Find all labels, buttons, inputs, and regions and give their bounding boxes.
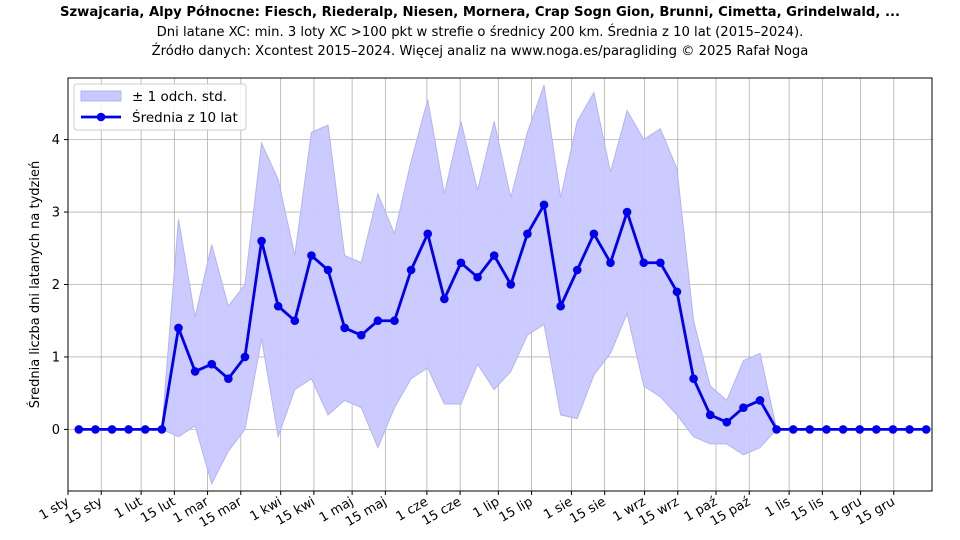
y-tick-label-0: 0: [52, 423, 60, 438]
y-tick-label-3: 3: [52, 206, 60, 221]
y-tick-label-2: 2: [52, 278, 60, 293]
x-tick-label-3: 15 lut: [138, 494, 178, 526]
x-tick-label-20: 1 lis: [763, 494, 794, 520]
legend-band-label: ± 1 odch. std.: [132, 89, 227, 105]
mean-point: [506, 280, 516, 289]
x-tick-label-13: 15 lip: [497, 494, 536, 525]
chart-source: Źródło danych: Xcontest 2015–2024. Więce…: [151, 44, 809, 59]
mean-point: [755, 396, 765, 405]
mean-point: [656, 258, 665, 268]
mean-point: [174, 323, 183, 333]
mean-point: [107, 425, 117, 434]
mean-point: [224, 374, 233, 383]
mean-series: [74, 200, 931, 434]
mean-point: [307, 251, 316, 260]
mean-point: [489, 251, 499, 260]
mean-point: [905, 425, 914, 434]
x-tick-label-1: 15 sty: [63, 494, 106, 527]
mean-point: [921, 425, 931, 434]
mean-point: [406, 265, 416, 275]
mean-point: [639, 258, 649, 268]
mean-point: [356, 330, 366, 340]
mean-point: [722, 417, 732, 427]
mean-point: [739, 403, 748, 412]
mean-point: [340, 323, 349, 333]
x-tick-label-21: 15 lis: [789, 494, 827, 524]
mean-point: [689, 374, 698, 383]
mean-point: [872, 425, 881, 434]
mean-point: [805, 425, 815, 434]
mean-point: [207, 359, 217, 369]
mean-point: [855, 425, 865, 434]
mean-point: [838, 425, 848, 434]
y-tick-label-4: 4: [52, 133, 60, 148]
y-axis: 0 1 2 3 4: [52, 133, 68, 438]
mean-point: [290, 316, 300, 326]
mean-point: [323, 265, 333, 275]
mean-point: [556, 301, 565, 311]
mean-point: [788, 425, 798, 434]
chart-subtitle: Dni latane XC: min. 3 loty XC >100 pkt w…: [156, 25, 804, 40]
mean-point: [672, 287, 682, 297]
mean-point: [140, 425, 150, 434]
mean-point: [157, 425, 167, 434]
mean-point: [888, 425, 898, 434]
legend-band-swatch: [80, 90, 122, 102]
mean-point: [423, 229, 433, 239]
mean-point: [257, 236, 266, 246]
x-tick-label-7: 15 kwi: [274, 494, 318, 528]
mean-point: [373, 316, 383, 326]
x-tick-label-15: 15 sie: [567, 494, 608, 527]
y-axis-label: Średnia liczba dni latanych na tydzień: [27, 161, 43, 408]
mean-point: [539, 200, 549, 210]
mean-point: [473, 272, 482, 282]
mean-point: [390, 316, 399, 326]
mean-point: [240, 352, 250, 362]
std-band: [78, 85, 927, 486]
mean-point: [74, 425, 84, 434]
mean-point: [705, 410, 715, 420]
mean-point: [822, 425, 831, 434]
legend: ± 1 odch. std. Średnia z 10 lat: [73, 83, 247, 131]
mean-point: [124, 425, 133, 434]
x-tick-label-23: 15 gru: [853, 494, 897, 528]
legend-line-marker: [96, 112, 106, 122]
mean-point: [772, 425, 781, 434]
mean-point: [273, 301, 283, 311]
chart-title: Szwajcaria, Alpy Północne: Fiesch, Riede…: [60, 5, 900, 20]
legend-line-label: Średnia z 10 lat: [132, 108, 238, 126]
mean-point: [622, 207, 632, 217]
mean-point: [91, 425, 100, 434]
x-tick-label-12: 1 lip: [471, 494, 503, 521]
mean-line: [78, 203, 927, 431]
y-tick-label-1: 1: [52, 350, 60, 365]
mean-point: [190, 367, 200, 376]
mean-point: [606, 258, 615, 268]
mean-point: [456, 258, 466, 268]
mean-point: [589, 229, 599, 239]
mean-point: [440, 294, 449, 304]
mean-point: [523, 229, 532, 239]
mean-point: [572, 265, 582, 275]
std-band-area: [78, 85, 927, 486]
